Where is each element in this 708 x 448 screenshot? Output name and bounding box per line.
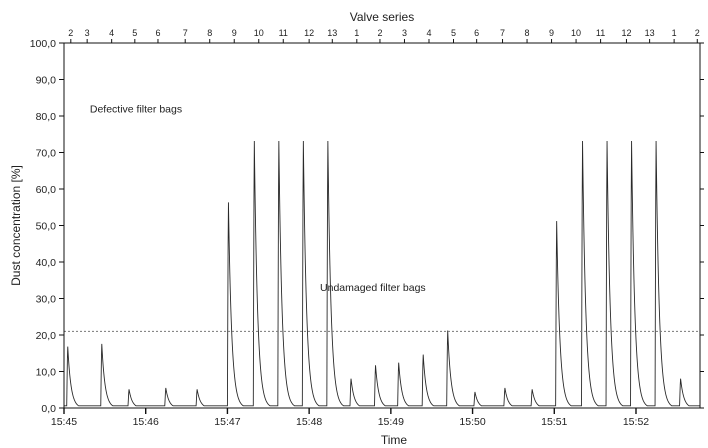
y-tick-label: 20,0	[36, 330, 57, 342]
valve-series-label: 6	[474, 28, 479, 38]
x-tick-label: 15:52	[623, 416, 649, 428]
valve-series-label: 11	[279, 28, 288, 38]
y-tick-label: 90,0	[36, 75, 57, 87]
valve-series-label: 5	[132, 28, 137, 38]
valve-series-label: 9	[549, 28, 554, 38]
valve-series-label: 7	[183, 28, 188, 38]
valve-series-label: 12	[304, 28, 314, 38]
x-tick-label: 15:45	[51, 416, 77, 428]
valve-series-label: 7	[500, 28, 505, 38]
valve-series-label: 10	[571, 28, 581, 38]
valve-series-label: 12	[621, 28, 631, 38]
y-tick-label: 60,0	[36, 184, 57, 196]
y-tick-label: 80,0	[36, 111, 57, 123]
axes-layer: 0,0 10,0 20,0 30,0 40,0 50,0 60,0 70,0 80,0 90,0 1…	[30, 28, 704, 428]
y-tick-label: 0,0	[41, 403, 56, 415]
valve-series-label: 8	[525, 28, 530, 38]
dust-concentration-line	[64, 140, 700, 407]
valve-series-label: 13	[645, 28, 655, 38]
valve-series-label: 4	[426, 28, 431, 38]
x-tick-label: 15:50	[459, 416, 485, 428]
valve-series-label: 2	[695, 28, 700, 38]
y-tick-label: 50,0	[36, 221, 57, 233]
top-axis-title: Valve series	[350, 10, 414, 24]
y-tick-label: 40,0	[36, 257, 57, 269]
valve-series-label: 9	[232, 28, 237, 38]
x-axis-title: Time	[381, 433, 408, 447]
valve-series-label: 1	[672, 28, 677, 38]
valve-series-label: 5	[451, 28, 456, 38]
valve-series-label: 2	[68, 28, 73, 38]
valve-series-label: 3	[402, 28, 407, 38]
valve-series-label: 6	[155, 28, 160, 38]
x-tick-label: 15:51	[541, 416, 567, 428]
valve-series-label: 4	[109, 28, 114, 38]
y-tick-label: 100,0	[30, 38, 56, 50]
valve-series-label: 3	[85, 28, 90, 38]
y-tick-label: 10,0	[36, 367, 57, 379]
annotation-defective-filter-bags: Defective filter bags	[90, 103, 182, 115]
valve-series-label: 13	[327, 28, 337, 38]
x-tick-label: 15:47	[214, 416, 240, 428]
x-tick-label: 15:49	[378, 416, 404, 428]
y-tick-label: 30,0	[36, 294, 57, 306]
y-axis-title: Dust concentration [%]	[9, 165, 23, 286]
valve-series-label: 2	[377, 28, 382, 38]
plot-frame	[63, 42, 701, 409]
annotation-undamaged-filter-bags: Undamaged filter bags	[320, 282, 426, 294]
x-tick-label: 15:46	[133, 416, 159, 428]
valve-series-label: 8	[207, 28, 212, 38]
valve-series-label: 10	[254, 28, 264, 38]
valve-series-label: 11	[596, 28, 605, 38]
valve-series-label: 1	[354, 28, 359, 38]
y-tick-label: 70,0	[36, 148, 57, 160]
x-tick-label: 15:48	[296, 416, 322, 428]
